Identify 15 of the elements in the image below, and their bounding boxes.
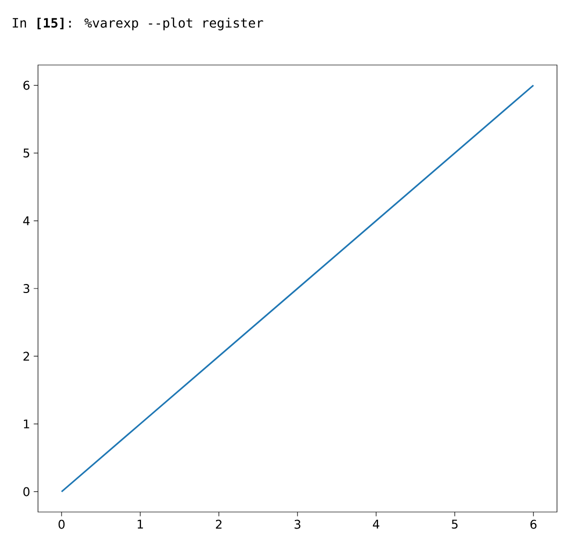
- x-tick-label: 4: [372, 520, 380, 528]
- y-tick-label: 1: [24, 420, 30, 428]
- x-tick-label: 1: [138, 520, 143, 528]
- y-tick-label: 5: [24, 148, 30, 158]
- y-tick-label: 6: [23, 80, 30, 90]
- x-tick-label: 5: [452, 520, 458, 529]
- y-tick-label: 0: [23, 487, 30, 496]
- chart-title: In [15]: %varexp --plot register: [12, 18, 264, 30]
- x-tick-label: 3: [294, 520, 300, 529]
- x-tick-label: 6: [530, 520, 536, 529]
- y-tick-label: 4: [23, 216, 30, 226]
- x-tick-label: 0: [58, 520, 65, 529]
- x-tick-label: 2: [216, 520, 222, 529]
- y-tick-label: 3: [24, 284, 30, 294]
- y-tick-label: 2: [23, 352, 30, 361]
